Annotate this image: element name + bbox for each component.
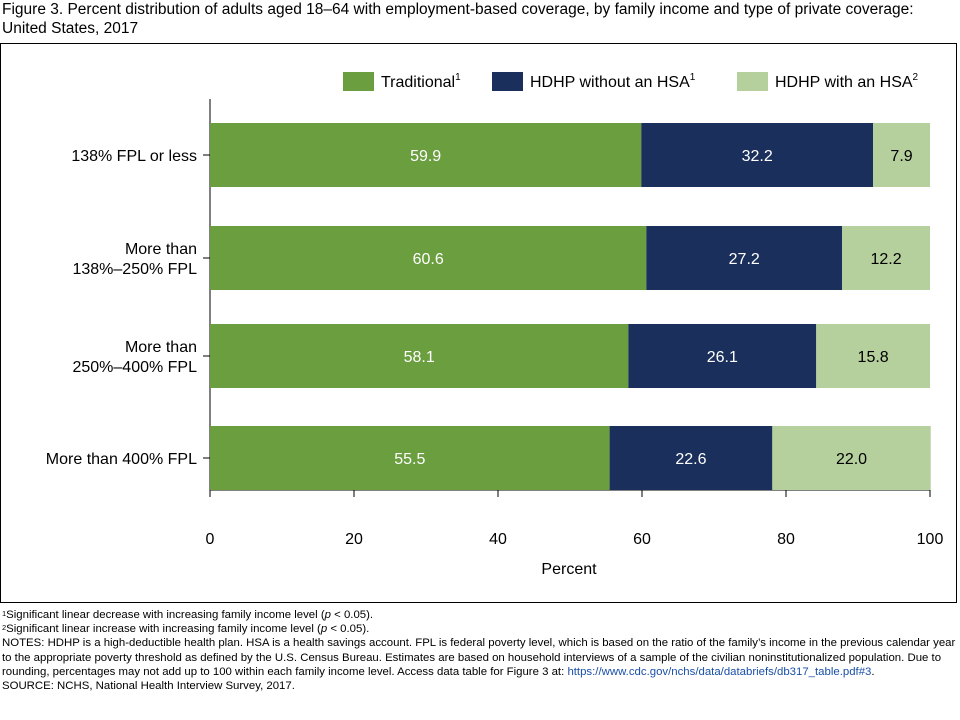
footnote-1-end: < 0.05). [330,609,374,621]
data-label: 58.1 [404,349,435,366]
legend-swatch [343,72,374,91]
legend-swatch [492,72,523,91]
data-label: 55.5 [394,451,425,468]
bar-segment [842,226,930,290]
x-tick-label: 20 [345,531,363,548]
data-label: 26.1 [707,349,738,366]
data-label: 7.9 [890,148,912,165]
footnote-1-p: p [324,609,331,621]
bar-segment [646,226,843,290]
bar-segment [609,426,773,490]
notes-paragraph: NOTES: HDHP is a high-deductible health … [2,636,957,679]
figure-title: Figure 3. Percent distribution of adults… [2,1,914,37]
data-label: 60.6 [413,251,444,268]
bar-segment [641,123,874,187]
bar-segment [628,324,817,388]
footnote-2-text: Significant linear increase with increas… [6,623,321,636]
x-tick-label: 100 [917,531,944,548]
bar-segment [210,324,629,388]
chart-panel: 138% FPL or less More than 138%–250% FPL Mo… [0,43,957,603]
stacked-bar-chart: 138% FPL or less More than 138%–250% FPL Mo… [46,72,944,578]
data-label: 22.6 [675,451,706,468]
legend-label: Traditional1 [381,72,461,91]
footnote-2-marker: 2 [2,623,7,633]
data-label: 32.2 [742,148,773,165]
source-line: SOURCE: NCHS, National Health Interview … [2,680,295,693]
notes-text: NOTES: HDHP is a high-deductible health … [2,637,956,678]
category-label: More than 138%–250% FPL [72,241,197,278]
x-tick-label: 80 [777,531,795,548]
data-label: 12.2 [871,251,902,268]
x-axis-title: Percent [541,561,597,578]
legend-label: HDHP without an HSA1 [530,72,696,91]
footnote-1-marker: 1 [2,609,7,618]
footnotes: 1Significant linear decrease with increa… [2,608,957,693]
footnote-2: 2Significant linear increase with increa… [2,622,957,636]
x-tick-label: 60 [633,531,651,548]
data-table-link[interactable]: https://www.cdc.gov/nchs/data/databriefs… [567,665,872,678]
bar-segment [772,426,931,490]
data-label: 15.8 [858,349,889,366]
bar-segment [873,123,930,187]
notes-end: . [871,665,875,678]
data-label: 22.0 [836,451,867,468]
x-tick-label: 0 [206,531,215,548]
bar-segment [210,123,642,187]
x-tick-label: 40 [489,531,507,548]
legend-swatch [737,72,768,91]
footnote-1-text: Significant linear decrease with increas… [6,609,325,621]
category-label: More than 400% FPL [46,451,197,468]
category-label: 138% FPL or less [71,148,197,165]
footnote-1: 1Significant linear decrease with increa… [2,608,957,622]
data-label: 27.2 [729,251,760,268]
legend-label: HDHP with an HSA2 [775,72,919,91]
category-label: More than 250%–400% FPL [72,339,197,376]
footnote-2-p: p [320,623,328,636]
bar-segment [210,226,647,290]
bar-segment [816,324,930,388]
footnote-2-end: < 0.05). [327,623,370,636]
bar-segment [210,426,610,490]
data-label: 59.9 [410,148,441,165]
